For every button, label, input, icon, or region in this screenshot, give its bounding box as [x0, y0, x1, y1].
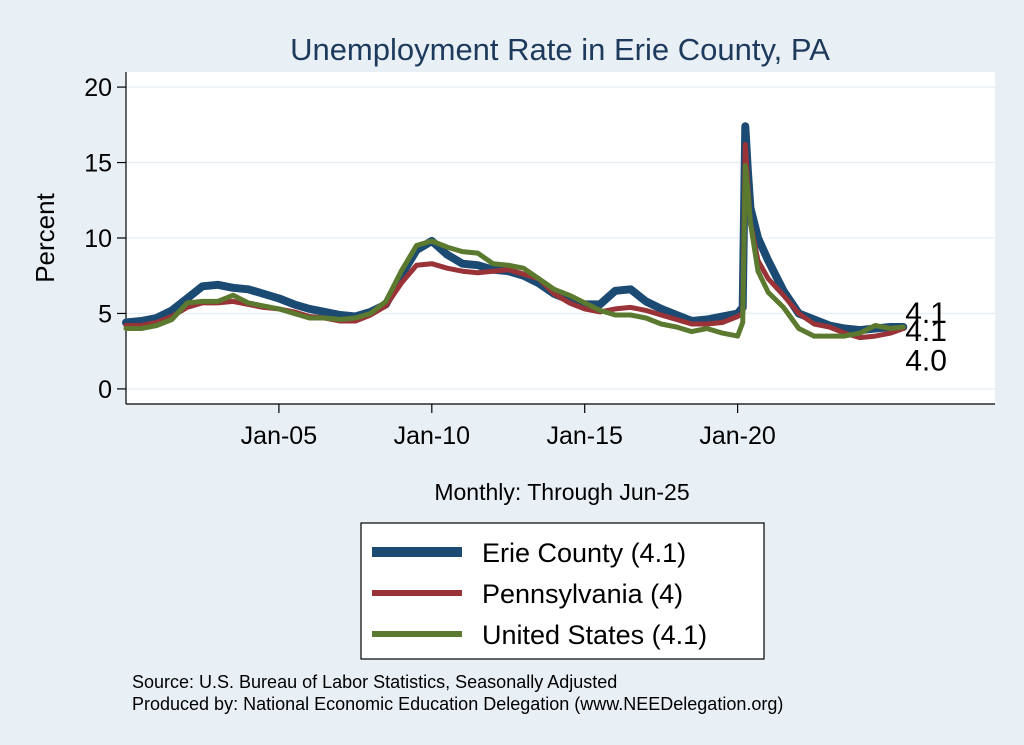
end-labels: 4.14.04.1: [905, 297, 947, 378]
y-tick-label: 5: [98, 300, 112, 328]
gridlines: [126, 86, 995, 390]
chart-title: Unemployment Rate in Erie County, PA: [290, 32, 830, 67]
legend: Erie County (4.1) Pennsylvania (4) United …: [360, 522, 765, 660]
x-tick-label: Jan-20: [699, 422, 775, 450]
legend-label-1: Erie County (4.1): [482, 538, 686, 568]
x-tick-label: Jan-15: [546, 422, 622, 450]
y-axis-label: Percent: [30, 192, 60, 282]
x-tick-label: Jan-10: [394, 422, 470, 450]
end-label-1: 4.1: [905, 297, 947, 330]
legend-label-3: United States (4.1): [482, 620, 707, 650]
source-note: Source: U.S. Bureau of Labor Statistics,…: [132, 672, 617, 692]
series-line-3: [123, 163, 906, 339]
y-tick-label: 10: [84, 225, 112, 253]
y-tick-label: 20: [84, 74, 112, 102]
end-label-3: 4.1: [905, 315, 947, 348]
producer-note: Produced by: National Economic Education…: [132, 694, 783, 714]
y-tick-label: 15: [84, 150, 112, 178]
legend-label-2: Pennsylvania (4): [482, 579, 683, 609]
series-lines: [122, 122, 908, 341]
x-tick-label: Jan-05: [241, 422, 317, 450]
x-axis-label: Monthly: Through Jun-25: [434, 479, 689, 505]
end-label-2: 4.0: [905, 345, 947, 378]
axes: 0 5 10 15 20 Jan-05 Jan-10 Jan-15 Jan-20: [84, 72, 995, 450]
y-tick-label: 0: [98, 376, 112, 404]
